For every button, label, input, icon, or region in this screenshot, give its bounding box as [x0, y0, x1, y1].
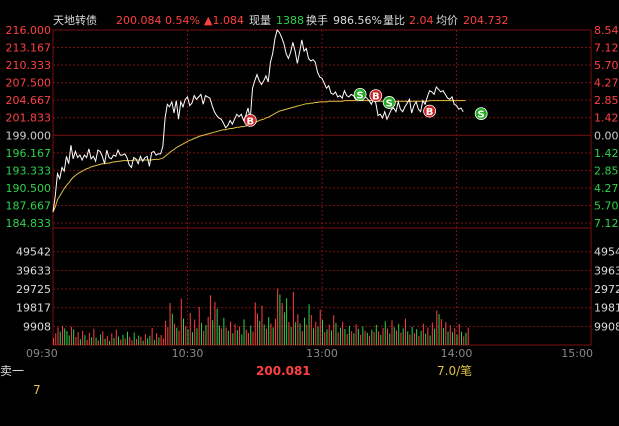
percent-tick-label: 1.42 [594, 147, 619, 160]
time-tick-label: 13:00 [306, 347, 338, 360]
price-tick-label: 201.833 [6, 112, 52, 125]
volume-tick-label-right: 9908 [594, 320, 619, 333]
volume-tick-label: 39633 [16, 264, 51, 277]
average-price-line [52, 100, 466, 213]
price-line [52, 28, 464, 213]
marker-label: B [426, 107, 434, 118]
sell-marker: S [382, 96, 396, 109]
sell1-row[interactable]: 卖一 200.081 7.0/笔 [0, 362, 619, 380]
time-tick-label: 14:00 [441, 347, 473, 360]
turnover-value: 986.56% [333, 14, 382, 27]
price-tick-label: 204.667 [6, 94, 52, 107]
price-tick-label: 207.500 [6, 77, 52, 90]
percent-tick-label: 0.00 [594, 129, 619, 142]
percent-tick-label: 8.54 [594, 24, 619, 37]
turnover-label: 换手 [306, 14, 328, 27]
volume-label: 现量 [249, 14, 271, 27]
time-tick-label: 09:30 [26, 347, 58, 360]
buy-marker: B [243, 114, 257, 127]
marker-circle [353, 88, 367, 101]
average-price-label: 均价 [436, 14, 458, 27]
buy-marker: B [369, 89, 383, 103]
percent-tick-label: 4.27 [594, 182, 619, 195]
price-tick-label: 199.000 [6, 129, 52, 142]
sell1-count-row: 7 [0, 381, 619, 399]
buy-marker: B [423, 104, 437, 118]
marker-circle [243, 114, 257, 127]
sell1-label: 卖一 [0, 364, 25, 378]
percent-tick-label: 7.12 [594, 42, 619, 55]
percent-tick-label: 2.85 [594, 94, 619, 107]
marker-circle [382, 96, 396, 109]
price-tick-label: 190.500 [6, 182, 52, 195]
change-percent: 0.54% [165, 14, 200, 27]
volume-tick-label: 19817 [16, 302, 51, 315]
marker-circle [423, 104, 437, 118]
volume-value: 1388 [276, 14, 304, 27]
volume-tick-label-right: 29725 [594, 283, 619, 296]
percent-tick-label: 5.70 [594, 199, 619, 212]
sell1-count: 7 [33, 383, 41, 397]
marker-label: B [246, 116, 254, 127]
marker-label: S [357, 90, 364, 101]
marker-label: B [372, 92, 380, 103]
volume-ratio-label: 量比 [383, 14, 405, 27]
price-tick-label: 187.667 [6, 199, 52, 212]
volume-tick-label: 49542 [16, 246, 51, 259]
average-price-value: 204.732 [463, 14, 509, 27]
change-amount: ▲1.084 [204, 14, 244, 27]
time-tick-label: 10:30 [172, 347, 204, 360]
volume-tick-label: 9908 [23, 320, 51, 333]
percent-tick-label: 7.12 [594, 217, 619, 230]
price-tick-label: 210.333 [6, 59, 52, 72]
sell1-size: 7.0/笔 [437, 364, 473, 378]
sell-marker: S [474, 107, 488, 121]
marker-label: S [478, 110, 485, 121]
price-tick-label: 216.000 [6, 24, 52, 37]
volume-tick-label-right: 39633 [594, 264, 619, 277]
marker-circle [369, 89, 383, 103]
volume-tick-label-right: 19817 [594, 302, 619, 315]
marker-circle [474, 107, 488, 120]
time-tick-label: 15:00 [561, 347, 593, 360]
sell-marker: S [353, 88, 367, 101]
price-tick-label: 213.167 [6, 42, 52, 55]
volume-tick-label: 29725 [16, 283, 51, 296]
current-price: 200.084 [116, 14, 162, 27]
volume-ratio-value: 2.04 [409, 14, 434, 27]
marker-label: S [386, 98, 393, 109]
percent-tick-label: 1.42 [594, 112, 619, 125]
percent-tick-label: 5.70 [594, 59, 619, 72]
percent-tick-label: 2.85 [594, 164, 619, 177]
price-tick-label: 196.167 [6, 147, 52, 160]
percent-tick-label: 4.27 [594, 77, 619, 90]
volume-tick-label-right: 49542 [594, 246, 619, 259]
stock-name: 天地转债 [53, 14, 97, 27]
price-tick-label: 184.833 [6, 217, 52, 230]
sell1-price: 200.081 [256, 364, 311, 378]
price-tick-label: 193.333 [6, 164, 52, 177]
